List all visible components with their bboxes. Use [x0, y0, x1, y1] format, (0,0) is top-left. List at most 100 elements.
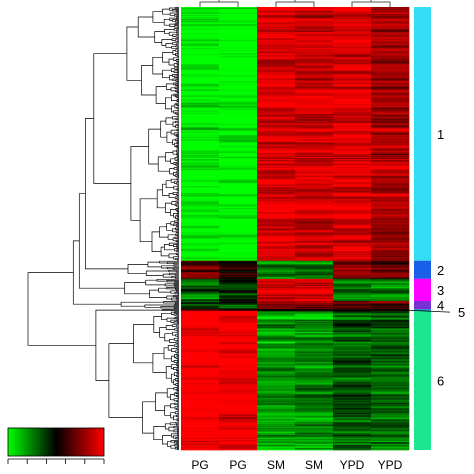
heatmap-cell [371, 404, 410, 407]
heatmap-cell [333, 35, 372, 37]
row-dendrogram-branch [163, 18, 170, 26]
heatmap-cell [371, 429, 410, 432]
heatmap-cell [295, 46, 334, 48]
row-dendrogram-branch [177, 185, 179, 188]
heatmap-cell [181, 21, 220, 23]
heatmap-cell [371, 57, 410, 59]
heatmap-cell [219, 386, 258, 388]
heatmap-cell [333, 57, 372, 59]
heatmap-cell [181, 11, 220, 13]
heatmap-cell [333, 85, 372, 87]
heatmap-cell [333, 183, 372, 185]
row-dendrogram-branch [177, 91, 179, 94]
heatmap-cell [219, 376, 258, 378]
heatmap-cell [295, 47, 334, 49]
heatmap-cell [371, 416, 410, 419]
heatmap-cell [295, 421, 334, 424]
heatmap-cell [257, 229, 296, 231]
heatmap-cell [295, 383, 334, 385]
heatmap-cell [295, 406, 334, 409]
row-dendrogram-branch [175, 7, 179, 9]
row-dendrogram-branch [177, 138, 179, 140]
heatmap-cell [295, 63, 334, 65]
heatmap-cell [257, 217, 296, 219]
heatmap-cell [295, 84, 334, 86]
heatmap-cell [371, 436, 410, 439]
heatmap-cell [219, 399, 258, 402]
heatmap-cell [295, 320, 334, 322]
heatmap-cell [219, 156, 258, 158]
heatmap-cell [257, 342, 296, 344]
row-dendrogram-branch [177, 194, 179, 197]
heatmap-cell [333, 373, 372, 375]
heatmap-cell [181, 40, 220, 42]
heatmap-cell [257, 431, 296, 434]
heatmap-cell [257, 197, 296, 199]
heatmap-cell [181, 320, 220, 322]
heatmap-cell [333, 32, 372, 34]
heatmap-cell [257, 37, 296, 39]
heatmap-cell [181, 238, 220, 240]
row-dendrogram-branch [177, 65, 179, 68]
heatmap-cell [295, 373, 334, 375]
heatmap-cell [219, 215, 258, 217]
row-dendrogram-branch [176, 448, 179, 450]
heatmap-cell [219, 438, 258, 441]
heatmap-cell [219, 119, 258, 122]
heatmap-cell [257, 233, 296, 235]
heatmap-cell [219, 188, 258, 190]
heatmap-cell [333, 401, 372, 404]
heatmap-cell [257, 345, 296, 347]
heatmap-cell [371, 82, 410, 84]
heatmap-cell [333, 225, 372, 227]
heatmap-cell [333, 355, 372, 357]
heatmap-cell [181, 17, 220, 19]
heatmap-cell [219, 158, 258, 160]
heatmap-cell [257, 181, 296, 183]
heatmap-cell [371, 33, 410, 35]
heatmap-cell [219, 176, 258, 178]
heatmap-cell [181, 37, 220, 39]
heatmap-cell [181, 221, 220, 223]
heatmap-cell [219, 7, 258, 9]
heatmap-cell [371, 31, 410, 33]
heatmap-cell [257, 132, 296, 135]
heatmap-cell [333, 50, 372, 52]
heatmap-cell [371, 252, 410, 255]
heatmap-cell [333, 256, 372, 259]
heatmap-cell [371, 283, 410, 286]
heatmap-cell [219, 181, 258, 183]
heatmap-cell [333, 250, 372, 253]
heatmap-cell [295, 122, 334, 125]
heatmap-cell [295, 75, 334, 77]
heatmap-cell [295, 338, 334, 340]
heatmap-cell [333, 215, 372, 217]
heatmap-cell [295, 260, 334, 263]
heatmap-cell [371, 174, 410, 176]
heatmap-cell [295, 116, 334, 119]
heatmap-cell [257, 280, 296, 283]
heatmap-cell [371, 23, 410, 25]
heatmap-cell [219, 236, 258, 238]
heatmap-cell [295, 281, 334, 284]
row-dendrogram-branch [177, 215, 179, 218]
heatmap-cell [181, 314, 220, 316]
heatmap-cell [333, 105, 372, 108]
heatmap-cell [219, 436, 258, 439]
heatmap-cell [371, 219, 410, 221]
heatmap-cell [295, 20, 334, 22]
heatmap-cell [333, 445, 372, 448]
heatmap-cell [371, 173, 410, 175]
heatmap-cell [181, 389, 220, 391]
heatmap-cell [257, 380, 296, 382]
heatmap-cell [257, 82, 296, 84]
heatmap-cell [371, 367, 410, 369]
heatmap-cell [333, 235, 372, 237]
heatmap-cell [181, 241, 220, 243]
heatmap-cell [257, 384, 296, 386]
row-dendrogram-branch [177, 395, 179, 398]
heatmap-cell [219, 197, 258, 199]
heatmap-cell [371, 149, 410, 152]
heatmap-cell [257, 285, 296, 288]
